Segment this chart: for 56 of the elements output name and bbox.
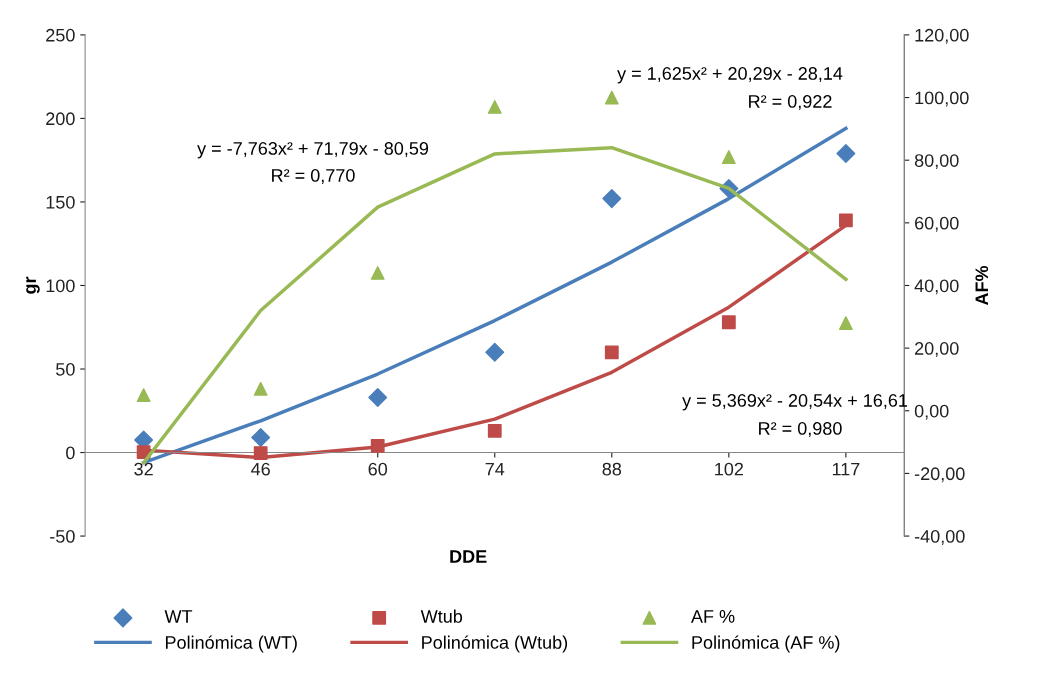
point xyxy=(251,428,271,447)
y-tick-label: 50 xyxy=(56,362,75,376)
x-tick-label: 46 xyxy=(251,462,270,476)
legend-label: Polinómica (AF %) xyxy=(692,635,840,653)
y-tick-label: 200 xyxy=(46,112,75,126)
point xyxy=(487,423,502,438)
annotation: y = 1,625x² + 20,29x - 28,14 xyxy=(617,67,843,84)
legend-label: Polinómica (WT) xyxy=(165,635,297,653)
x-tick-label: 88 xyxy=(602,462,622,476)
y-tick-label: 0 xyxy=(66,446,75,460)
y2-tick-label: 0,00 xyxy=(914,404,949,420)
y2-tick-label: 40,00 xyxy=(914,279,959,295)
y2-tick-label: 80,00 xyxy=(914,154,959,170)
point xyxy=(602,189,622,209)
point xyxy=(604,90,619,105)
annotation: y = 5,369x² - 20,54x + 16,61 xyxy=(682,394,908,411)
y-axis-title: gr xyxy=(26,276,40,294)
y-tick-label: -50 xyxy=(50,530,75,543)
point xyxy=(721,315,736,330)
point xyxy=(838,316,853,330)
annotation: R² = 0,922 xyxy=(749,95,832,110)
y2-tick-label: -20,00 xyxy=(914,467,965,483)
x-axis-title: DDE xyxy=(450,550,487,563)
point xyxy=(604,345,619,360)
annotation: R² = 0,980 xyxy=(759,422,842,437)
y2-tick-label: 60,00 xyxy=(915,216,959,232)
annotation: R² = 0,770 xyxy=(272,169,355,184)
legend-label: WT xyxy=(164,610,193,623)
point xyxy=(370,438,385,453)
y2-tick-label: 120,00 xyxy=(915,28,969,44)
y2-tick-label: 100,00 xyxy=(915,91,969,107)
legend-label: AF % xyxy=(690,610,735,623)
y2-tick-label: 20,00 xyxy=(915,342,959,357)
point xyxy=(253,381,268,396)
point xyxy=(487,100,502,114)
y2-axis-title: AF% xyxy=(975,265,989,306)
x-tick-label: 74 xyxy=(485,462,505,476)
point xyxy=(368,387,388,407)
y-tick-label: 250 xyxy=(46,28,75,42)
y-tick-label: 150 xyxy=(46,195,75,209)
point xyxy=(838,213,853,228)
point xyxy=(721,150,736,164)
legend-label: Polinómica (Wtub) xyxy=(422,635,568,653)
x-tick-label: 102 xyxy=(715,462,743,476)
x-tick-label: 117 xyxy=(832,462,860,476)
point xyxy=(136,388,151,403)
point xyxy=(485,342,505,362)
point xyxy=(370,266,385,280)
legend-label: Wtub xyxy=(420,609,463,623)
x-tick-label: 60 xyxy=(368,462,388,476)
x-tick-label: 32 xyxy=(134,462,153,476)
y2-tick-label: -40,00 xyxy=(914,530,965,545)
y-tick-label: 100 xyxy=(46,279,75,293)
point xyxy=(253,446,268,460)
point xyxy=(836,144,856,163)
annotation: y = -7,763x² + 71,79x - 80,59 xyxy=(197,142,429,159)
